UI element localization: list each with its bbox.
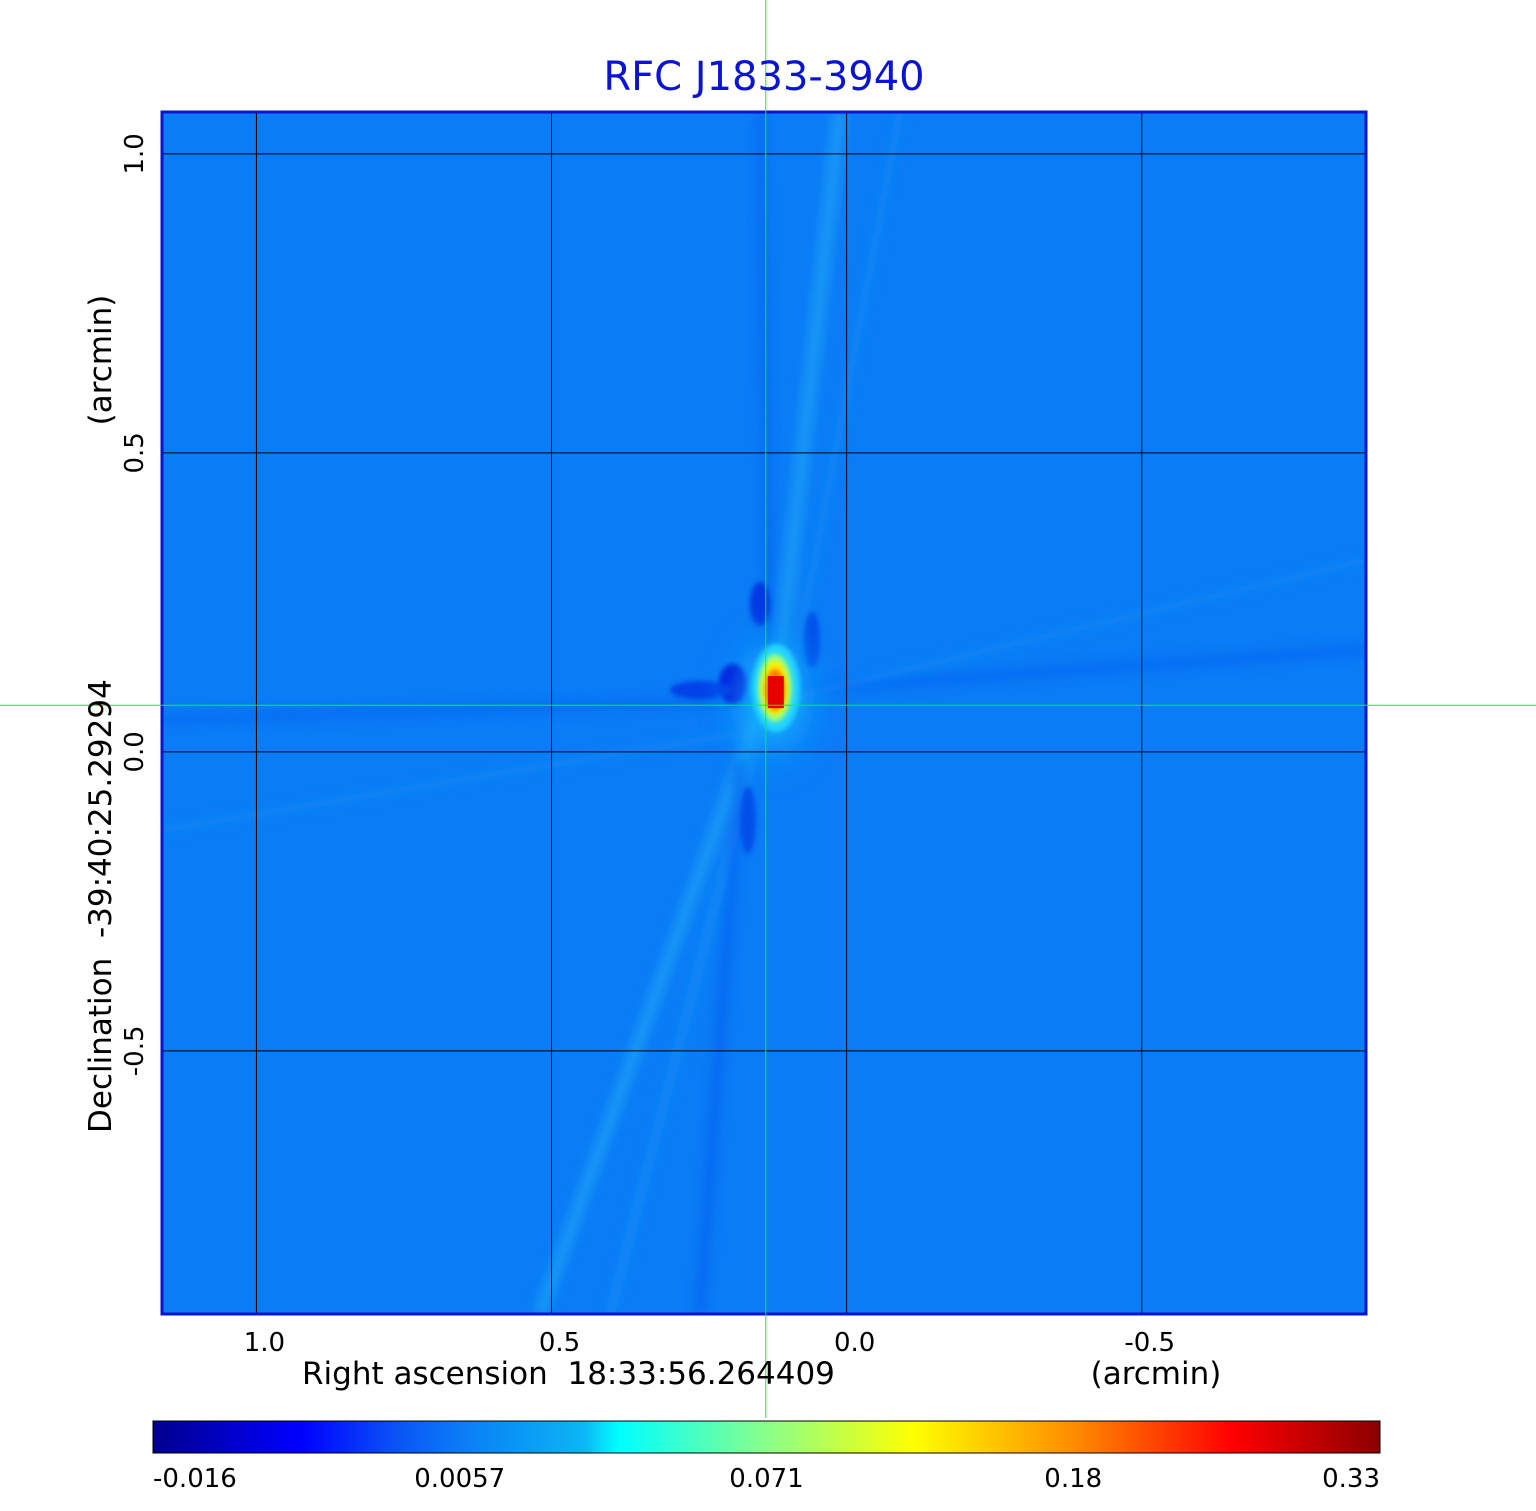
- crosshair: [0, 0, 1536, 1418]
- y-axis-label: Declination -39:40:25.29294: [83, 679, 119, 1133]
- x-tick-labels: 1.0 0.5 0.0 -0.5: [244, 1328, 1175, 1358]
- plot-frame: [160, 110, 1368, 1316]
- y-tick-label: 1.0: [120, 133, 150, 174]
- y-tick-label: 0.0: [120, 731, 150, 772]
- chart-title: RFC J1833-3940: [603, 54, 924, 100]
- y-tick-labels: 1.0 0.5 0.0 -0.5: [120, 133, 150, 1076]
- x-tick-label: 0.5: [539, 1328, 580, 1358]
- y-axis-unit: (arcmin): [83, 295, 119, 426]
- y-tick-label: 0.5: [120, 432, 150, 473]
- peak-pixel: [767, 676, 784, 709]
- x-tick-label: -0.5: [1124, 1328, 1175, 1358]
- image-field: [162, 112, 1366, 1314]
- colorbar-tick-labels: -0.016 0.0057 0.071 0.18 0.33: [153, 1464, 1380, 1494]
- x-tick-label: 0.0: [834, 1328, 875, 1358]
- sidelobe-pattern: [162, 112, 1366, 1314]
- colorbar-tick-label: 0.071: [729, 1464, 803, 1494]
- colorbar: [152, 1420, 1381, 1454]
- y-tick-label: -0.5: [120, 1026, 150, 1077]
- radio-source: [702, 605, 842, 795]
- grid-lines: [162, 112, 1366, 1314]
- colorbar-tick-label: 0.18: [1044, 1464, 1102, 1494]
- x-axis-label: Right ascension 18:33:56.264409: [302, 1356, 835, 1392]
- colorbar-tick-label: 0.0057: [414, 1464, 505, 1494]
- colorbar-tick-label: 0.33: [1322, 1464, 1380, 1494]
- colorbar-tick-label: -0.016: [153, 1464, 237, 1494]
- x-tick-label: 1.0: [244, 1328, 285, 1358]
- x-axis-unit: (arcmin): [1091, 1356, 1222, 1392]
